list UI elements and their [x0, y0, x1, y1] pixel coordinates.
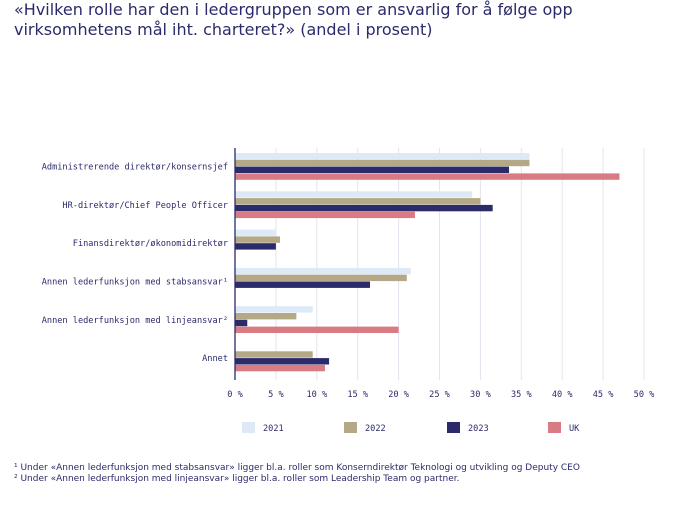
x-tick-label: 50 %: [634, 390, 656, 400]
legend-swatch: [344, 422, 357, 433]
x-tick-label: 40 %: [552, 390, 574, 400]
x-tick-label: 5 %: [268, 390, 284, 400]
x-tick-label: 30 %: [470, 390, 492, 400]
x-tick-label: 25 %: [429, 390, 451, 400]
bar: [235, 173, 620, 180]
x-tick-label: 35 %: [511, 390, 533, 400]
bar: [235, 204, 493, 212]
category-label: Annen lederfunksjon med stabsansvar¹: [42, 278, 228, 288]
x-tick-label: 45 %: [593, 390, 615, 400]
bar: [235, 274, 407, 282]
legend-swatch: [548, 422, 561, 433]
x-tick-label: 0 %: [227, 390, 243, 400]
chart-title: «Hvilken rolle har den i ledergruppen so…: [14, 0, 573, 39]
bar: [235, 267, 411, 275]
footnote-2: ² Under «Annen lederfunksjon med linjean…: [14, 474, 460, 484]
bar: [235, 243, 276, 250]
footnotes: ¹ Under «Annen lederfunksjon med stabsan…: [14, 463, 580, 485]
bar: [235, 166, 510, 173]
bar: [235, 326, 399, 333]
bar: [235, 159, 530, 167]
bar: [235, 198, 481, 205]
bar: [235, 229, 276, 236]
category-label: Finansdirektør/økonomidirektør: [73, 239, 228, 249]
bar: [235, 306, 313, 313]
bar: [235, 236, 280, 243]
legend-label: 2021: [263, 424, 284, 434]
x-tick-label: 15 %: [347, 390, 369, 400]
category-label: Administrerende direktør/konsernsjef: [42, 163, 228, 173]
x-tick-label: 10 %: [306, 390, 328, 400]
bar: [235, 358, 330, 365]
bar: [235, 313, 297, 320]
bar: [235, 364, 325, 372]
legend-swatch: [242, 422, 255, 433]
category-label: HR-direktør/Chief People Officer: [62, 201, 228, 211]
x-tick-label: 20 %: [388, 390, 410, 400]
bar: [235, 191, 473, 198]
bar: [235, 211, 415, 219]
bar: [235, 281, 370, 288]
category-label: Annet: [202, 354, 228, 364]
legend-label: 2022: [365, 424, 386, 434]
bar: [235, 351, 313, 358]
legend-swatch: [447, 422, 460, 433]
legend-label: 2023: [468, 424, 489, 434]
footnote-1: ¹ Under «Annen lederfunksjon med stabsan…: [14, 463, 580, 473]
category-label: Annen lederfunksjon med linjeansvar²: [42, 316, 228, 326]
legend-label: UK: [569, 424, 580, 434]
bar: [235, 153, 530, 160]
bar: [235, 319, 248, 327]
